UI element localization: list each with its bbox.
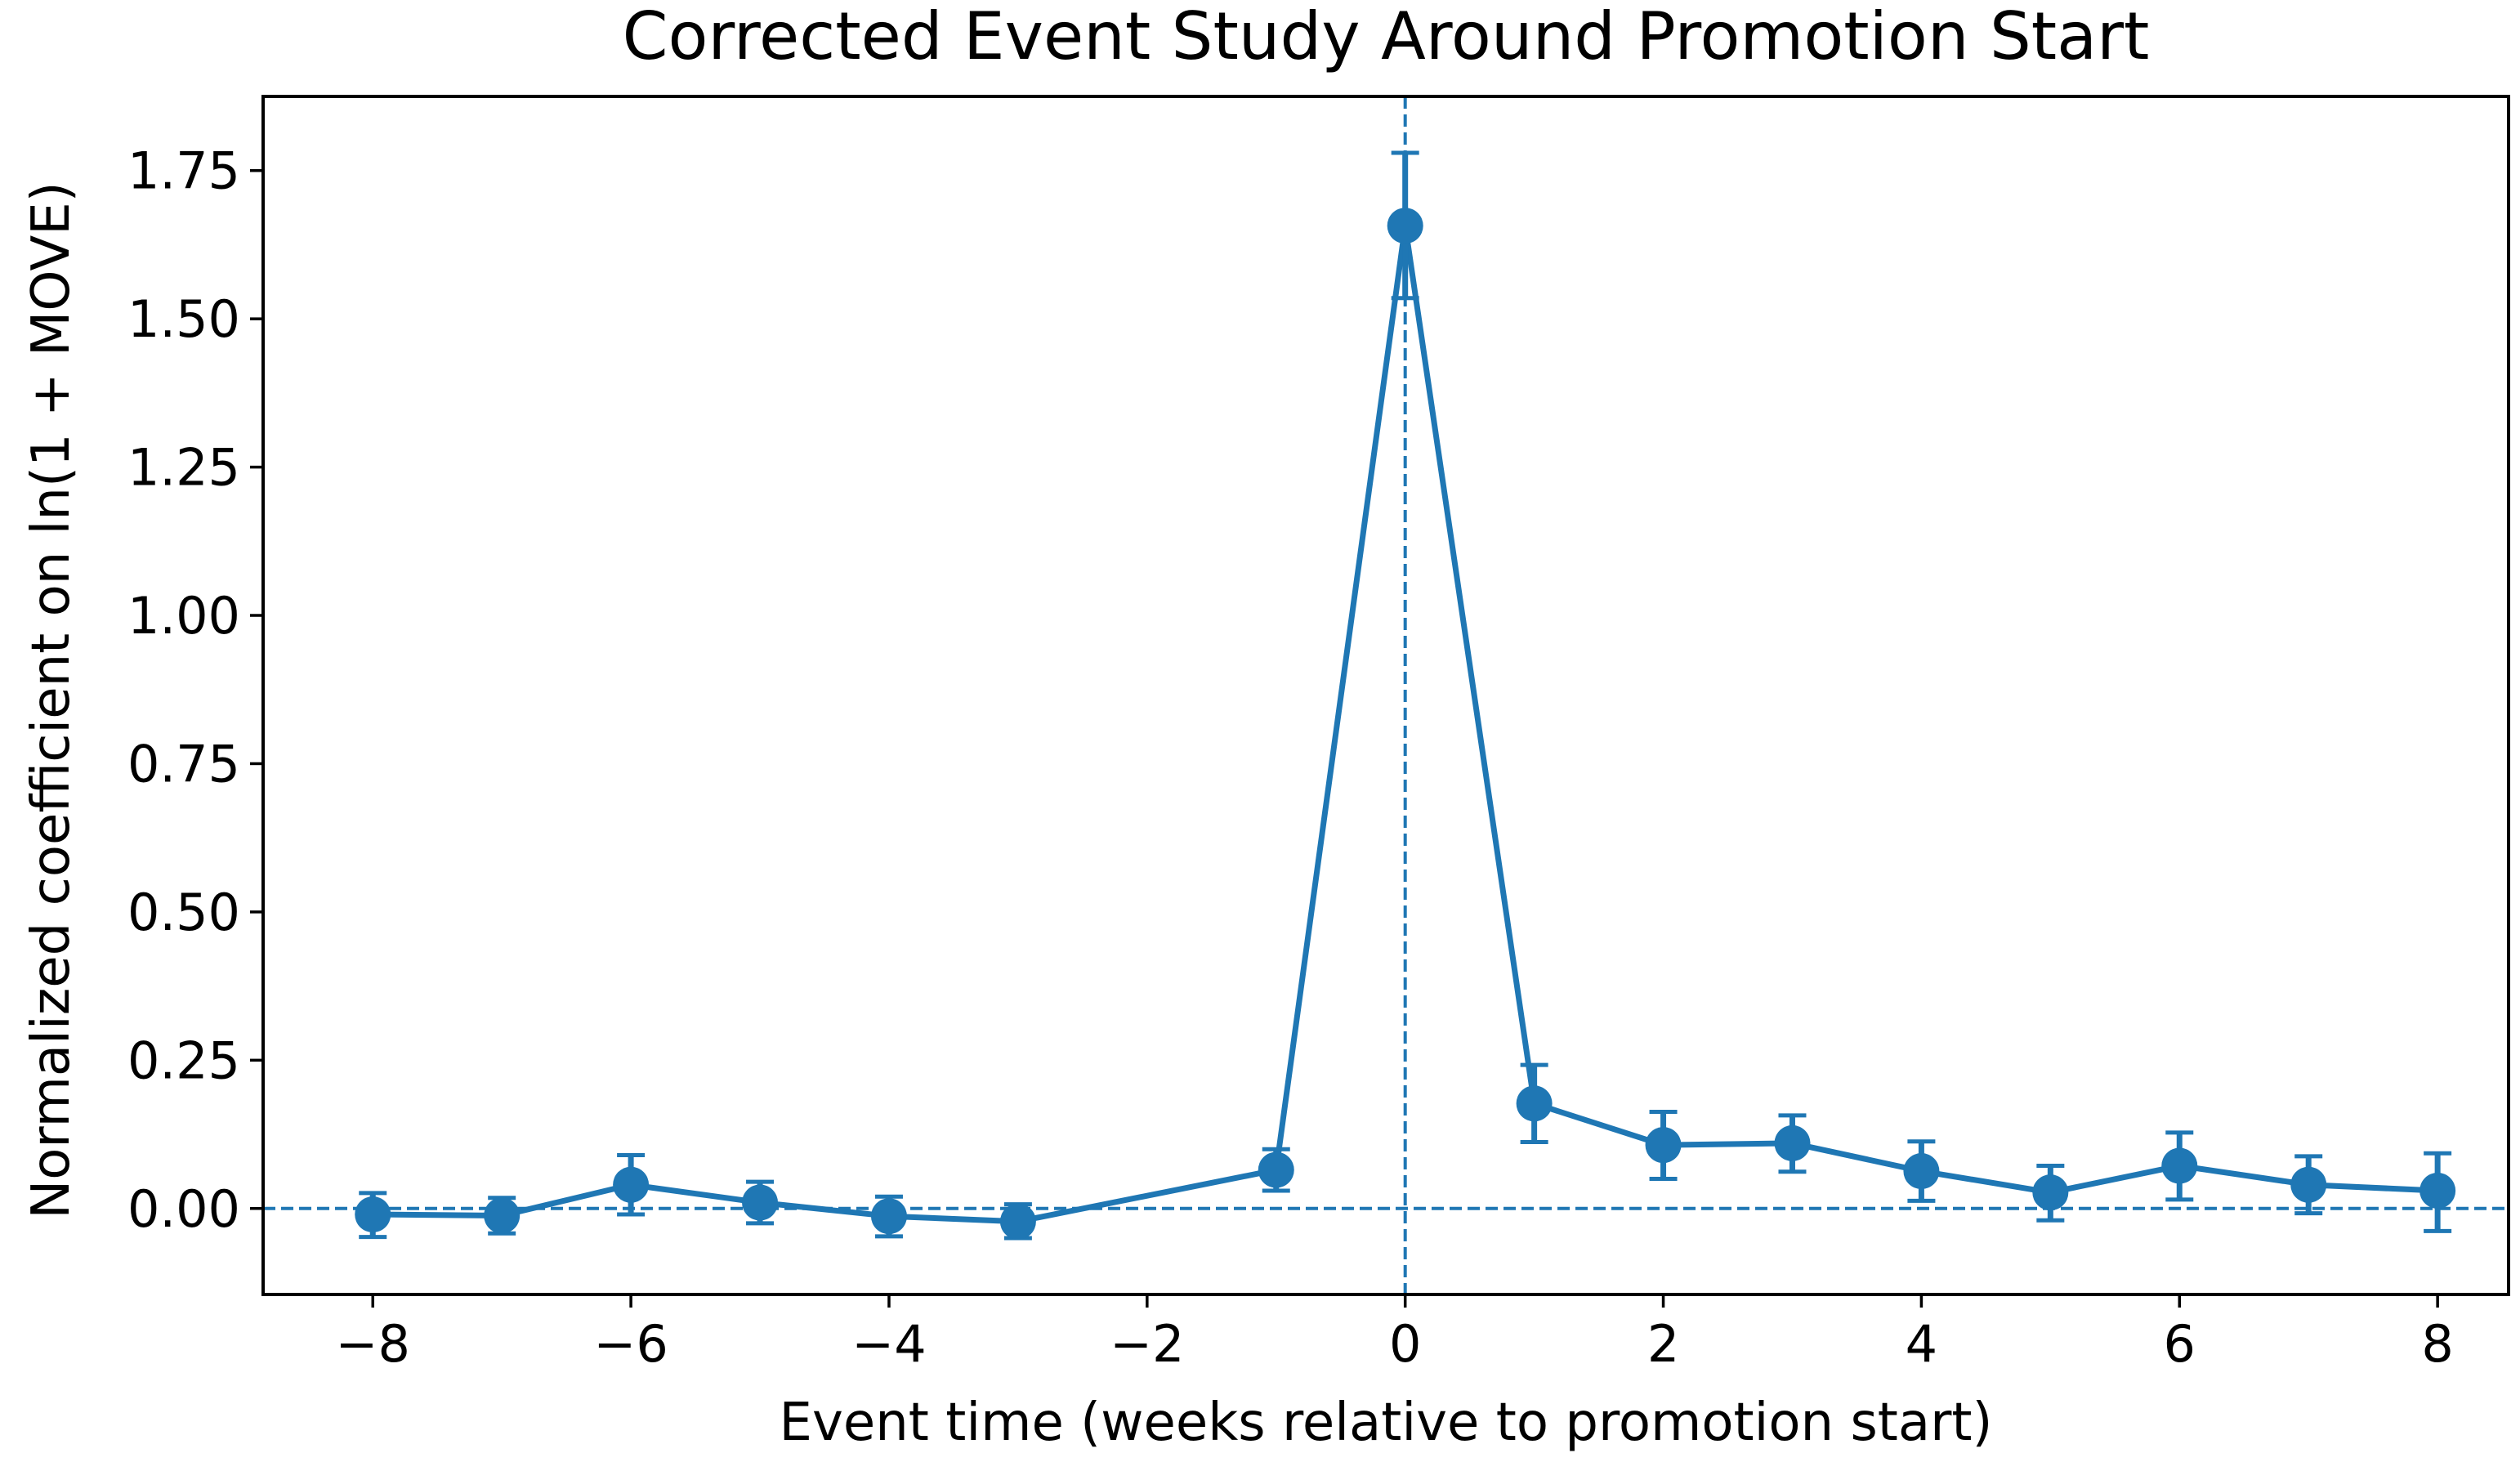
data-point: [999, 1203, 1036, 1240]
x-tick-label: −6: [593, 1314, 668, 1374]
x-tick-label: 8: [2421, 1314, 2453, 1374]
x-tick-label: −8: [336, 1314, 410, 1374]
y-tick-label: 0.50: [127, 883, 240, 942]
data-point: [870, 1198, 907, 1235]
data-point: [1258, 1151, 1294, 1188]
y-tick-label: 1.25: [127, 438, 240, 498]
y-tick-label: 0.75: [127, 734, 240, 794]
data-point: [2419, 1172, 2456, 1209]
y-tick-label: 1.75: [127, 141, 240, 201]
data-point: [742, 1184, 779, 1221]
x-tick-label: −4: [851, 1314, 926, 1374]
x-tick-label: −2: [1110, 1314, 1184, 1374]
data-point: [1645, 1127, 1682, 1164]
data-point: [1387, 208, 1423, 244]
y-tick-label: 1.50: [127, 289, 240, 349]
data-point: [2290, 1166, 2327, 1203]
series-line: [373, 222, 2438, 1225]
y-axis-label: Normalized coefficient on ln(1 + MOVE): [21, 181, 82, 1218]
x-tick-label: 0: [1389, 1314, 1421, 1374]
data-point: [355, 1196, 391, 1233]
data-point: [484, 1197, 521, 1234]
plot-frame: [261, 95, 2510, 1296]
data-point: [1903, 1153, 1940, 1190]
data-point: [613, 1166, 650, 1203]
y-tick-label: 1.00: [127, 586, 240, 646]
data-point: [2161, 1147, 2198, 1184]
x-tick-label: 4: [1906, 1314, 1937, 1374]
data-point: [1516, 1085, 1553, 1122]
chart-title: Corrected Event Study Around Promotion S…: [623, 0, 2150, 74]
x-axis-label: Event time (weeks relative to promotion …: [780, 1393, 1993, 1453]
data-point: [2032, 1174, 2069, 1211]
plot-area: −8 −6 −4 −2 0 2 4 6 8 0.00 0.25 0.50 0.75 1.00 1.25 1.5…: [127, 95, 2510, 1374]
y-tick-label: 0.00: [127, 1179, 240, 1239]
x-tick-label: 2: [1647, 1314, 1679, 1374]
y-tick-label: 0.25: [127, 1031, 240, 1090]
data-point: [1774, 1124, 1811, 1161]
x-tick-label: 6: [2164, 1314, 2196, 1374]
